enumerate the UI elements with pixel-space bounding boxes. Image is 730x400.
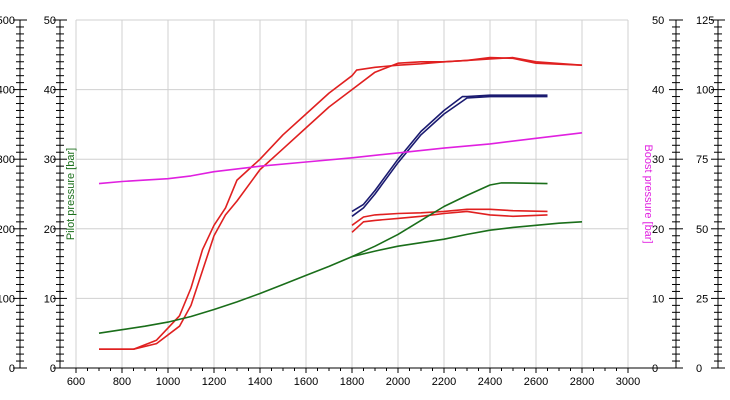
y-tick-label-pilot: 50 [44,15,56,27]
tick-labels: 600 800 1000 1200 1400 1600 1800 2000 2200 2400 26… [0,15,714,388]
x-tick-label: 3000 [616,376,640,388]
y-tick-label-a50r: 20 [652,224,664,236]
y-tick-label-a500: 300 [0,154,15,166]
axes [13,19,725,373]
series-line-4 [351,210,548,233]
x-tick-label: 2000 [386,376,410,388]
y-tick-label-a50r: 30 [652,154,664,166]
y-tick-label-a50r: 50 [652,15,664,27]
y-tick-label-a500: 200 [0,224,15,236]
y-tick-label-boost: 50 [696,224,708,236]
series-line-6 [351,95,548,217]
y-tick-label-pilot: 10 [44,293,56,305]
x-tick-label: 2800 [570,376,594,388]
series-line-3 [351,208,548,226]
y-tick-label-boost: 75 [696,154,708,166]
series-line-7 [98,132,583,185]
y-tick-label-a50r: 0 [652,363,658,375]
y-tick-label-pilot: 30 [44,154,56,166]
x-tick-label: 1200 [202,376,226,388]
series-line-5 [351,94,548,213]
y-tick-label-pilot: 20 [44,224,56,236]
grid [75,19,629,369]
y-tick-label-boost: 0 [696,363,702,375]
series-line-8 [98,182,548,334]
x-tick-label: 1400 [248,376,272,388]
x-tick-label: 800 [113,376,131,388]
y-tick-label-a500: 400 [0,85,15,97]
series-line-2 [99,56,583,351]
pilot-axis-title: Pilot pressure [bar] [65,148,77,240]
series-line-9 [351,221,583,258]
x-tick-label: 600 [67,376,85,388]
y-tick-label-pilot: 40 [44,85,56,97]
y-tick-label-a500: 500 [0,15,15,27]
y-tick-label-pilot: 0 [50,363,56,375]
y-tick-label-a50r: 40 [652,85,664,97]
y-tick-label-a500: 0 [9,363,15,375]
y-tick-label-a500: 100 [0,293,15,305]
x-tick-label: 1800 [340,376,364,388]
boost-axis-title: Boost pressure [bar] [642,144,654,243]
x-tick-label: 2400 [478,376,502,388]
y-tick-label-boost: 125 [696,15,714,27]
y-tick-label-boost: 25 [696,293,708,305]
x-tick-label: 2600 [524,376,548,388]
y-tick-label-a50r: 10 [652,293,664,305]
series-line-1 [99,56,583,351]
x-tick-label: 1000 [156,376,180,388]
x-tick-label: 2200 [432,376,456,388]
series [98,56,583,351]
x-tick-label: 1600 [294,376,318,388]
y-tick-label-boost: 100 [696,85,714,97]
